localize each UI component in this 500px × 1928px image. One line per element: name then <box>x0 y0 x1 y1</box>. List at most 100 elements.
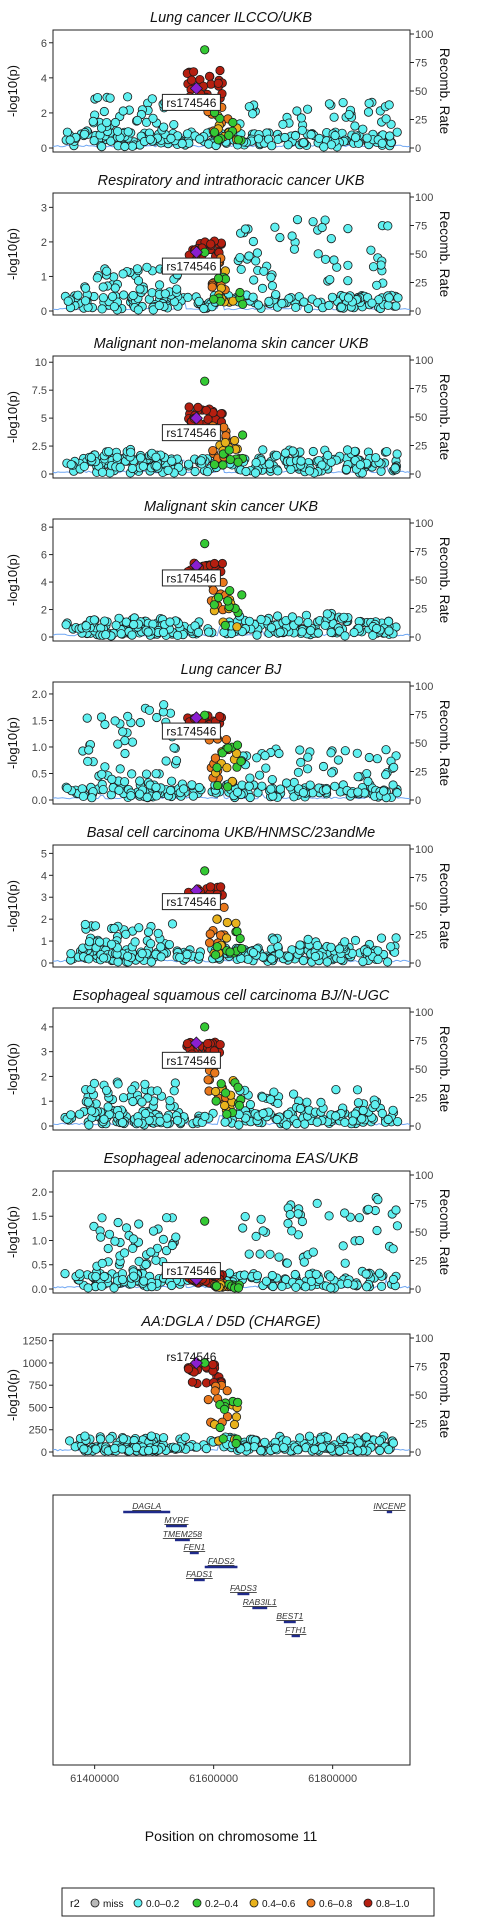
panel-title: Respiratory and intrathoracic cancer UKB <box>98 173 365 189</box>
snp-point <box>361 1269 371 1279</box>
snp-point <box>218 1434 228 1444</box>
snp-point <box>302 104 313 114</box>
snp-point <box>304 1431 315 1441</box>
y-axis-label: -log10(p) <box>5 1043 20 1095</box>
y-tick-label: 0 <box>41 1447 47 1459</box>
snp-point <box>372 1225 382 1236</box>
y-tick-label: 3 <box>41 892 47 904</box>
snp-point <box>211 1086 221 1097</box>
snp-point <box>206 239 216 249</box>
snp-point <box>284 952 294 962</box>
snp-point <box>248 236 258 247</box>
snp-point <box>230 435 240 446</box>
snp-point <box>102 266 112 276</box>
snp-point <box>350 133 361 143</box>
snp-point <box>193 627 204 638</box>
snp-point <box>119 290 129 300</box>
snp-point <box>190 466 200 477</box>
snp-point <box>212 914 222 924</box>
gene-label: BEST1 <box>276 1611 303 1621</box>
snp-point <box>105 1434 115 1444</box>
snp-point <box>350 446 360 456</box>
snp-point <box>203 1039 213 1049</box>
snp-point <box>200 1111 210 1122</box>
snp-point <box>297 125 307 135</box>
lead-snp-label: rs174546 <box>166 895 216 909</box>
snp-point <box>91 1444 101 1454</box>
y-tick-label: 0 <box>41 143 47 155</box>
snp-point <box>167 456 177 466</box>
snp-point <box>201 405 211 415</box>
snp-point <box>286 464 296 474</box>
snp-point <box>221 1088 231 1098</box>
recomb-tick-label: 75 <box>415 1362 427 1374</box>
snp-point <box>173 630 183 641</box>
recomb-axis-label: Recomb. Rate <box>437 374 452 460</box>
snp-point <box>285 1209 295 1220</box>
snp-point <box>208 445 218 456</box>
snp-point <box>97 142 107 152</box>
snp-point <box>200 45 210 55</box>
snp-point <box>97 1281 107 1291</box>
legend: r2 miss 0.0–0.2 0.2–0.4 0.4–0.6 0.6–0.8 0.8–1.… <box>61 1887 435 1917</box>
snp-point <box>381 114 391 124</box>
snp-point <box>79 1444 89 1454</box>
snp-point <box>116 629 126 639</box>
snp-point <box>220 437 230 448</box>
snp-point <box>161 1246 172 1256</box>
snp-point <box>266 784 276 794</box>
y-tick-label: 7.5 <box>32 385 47 397</box>
snp-point <box>235 287 245 298</box>
lead-snp-label-box <box>161 1051 221 1069</box>
snp-point <box>340 1258 350 1268</box>
snp-point <box>343 224 353 234</box>
lead-snp-label-box <box>161 257 221 275</box>
snp-point <box>341 464 351 474</box>
recomb-axis-label: Recomb. Rate <box>437 1352 452 1438</box>
snp-point <box>170 1443 181 1453</box>
snp-point <box>223 782 233 792</box>
y-axis-label: -log10(p) <box>5 554 20 606</box>
legend-label: 0.4–0.6 <box>262 1899 296 1910</box>
legend-swatch <box>363 1898 373 1908</box>
snp-point <box>97 769 107 779</box>
snp-point <box>103 1102 113 1112</box>
snp-point <box>223 596 233 606</box>
snp-point <box>384 626 394 636</box>
snp-point <box>232 740 243 750</box>
snp-point <box>233 1283 244 1293</box>
snp-point <box>248 109 258 119</box>
snp-point <box>135 284 145 294</box>
snp-point <box>63 296 73 306</box>
snp-point <box>84 745 94 755</box>
snp-point <box>240 224 250 234</box>
snp-point <box>155 1116 165 1126</box>
panel-title: Malignant non-melanoma skin cancer UKB <box>94 336 369 352</box>
snp-point <box>350 121 360 131</box>
recomb-tick-label: 25 <box>415 1093 427 1105</box>
snp-point <box>101 630 111 640</box>
snp-point <box>143 927 154 937</box>
snp-point <box>257 1092 268 1102</box>
recomb-axis-label: Recomb. Rate <box>437 863 452 949</box>
snp-point <box>97 1258 107 1269</box>
gene-label: DAGLA <box>132 1501 161 1511</box>
y-tick-label: 5 <box>41 848 47 860</box>
lead-snp-label: rs174546 <box>166 1350 216 1364</box>
legend-swatch <box>192 1898 202 1908</box>
snp-point <box>121 929 131 939</box>
recomb-tick-label: 100 <box>415 681 433 693</box>
recomb-tick-label: 100 <box>415 1007 433 1019</box>
snp-point <box>238 430 248 440</box>
snp-point <box>384 100 394 110</box>
snp-point <box>203 1395 213 1405</box>
snp-point <box>89 136 99 146</box>
snp-point <box>222 917 232 928</box>
snp-point <box>371 623 382 634</box>
snp-point <box>154 300 164 310</box>
snp-point <box>183 292 193 302</box>
snp-point <box>258 1108 268 1119</box>
snp-point <box>223 743 233 753</box>
snp-point <box>319 142 329 152</box>
snp-point <box>205 938 215 948</box>
